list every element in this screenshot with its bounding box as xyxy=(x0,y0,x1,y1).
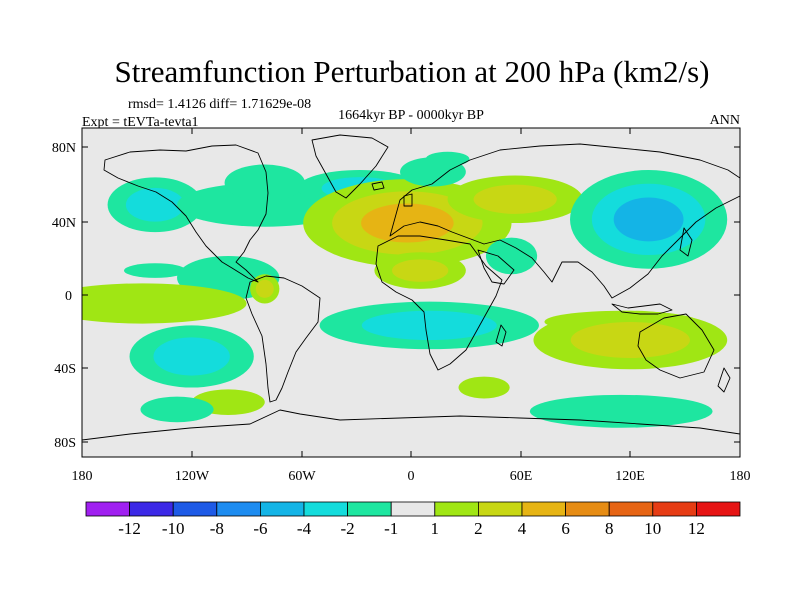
colorbar-box-4 xyxy=(259,501,305,517)
coastline-antarctica xyxy=(82,409,740,441)
colorbar-label-4: -4 xyxy=(297,519,312,538)
colorbar-label-9: 4 xyxy=(518,519,527,538)
anomaly-contour-11-level-1 xyxy=(255,279,274,298)
colorbar-box-13 xyxy=(652,501,697,517)
x-tick-label: 180 xyxy=(730,469,751,484)
anomaly-contour-2-level-0 xyxy=(224,164,305,202)
anomaly-contour-5-level-0 xyxy=(124,263,187,278)
anomaly-contour-16-level-1 xyxy=(361,310,497,341)
y-axis: 80N 40N 0 40S 80S xyxy=(52,141,740,451)
colorbar-label-6: -1 xyxy=(384,519,398,538)
contour-fills xyxy=(82,151,728,428)
x-axis: 180 120W 60W 0 60E 120E 180 xyxy=(72,128,751,484)
x-tick-label: 120E xyxy=(615,469,645,484)
coastline-south-america xyxy=(245,275,321,403)
anomaly-contour-15-level-0 xyxy=(485,237,538,275)
colorbar-box-11 xyxy=(565,501,610,517)
colorbar-box-9 xyxy=(477,501,523,517)
colorbar-label-11: 8 xyxy=(605,519,614,538)
season-label: ANN xyxy=(710,113,740,128)
colorbar-box-6 xyxy=(347,501,392,517)
anomaly-contour-8-level-1 xyxy=(473,184,557,214)
colorbar-label-13: 12 xyxy=(688,519,705,538)
x-tick-label: 120W xyxy=(175,469,210,484)
y-tick-label: 40S xyxy=(54,362,76,377)
x-tick-label: 0 xyxy=(408,469,415,484)
coastline-british-isles xyxy=(403,193,413,207)
colorbar-label-5: -2 xyxy=(341,519,355,538)
colorbar-box-1 xyxy=(129,501,174,517)
coastlines xyxy=(82,134,740,441)
anomaly-contour-19-level-0 xyxy=(458,376,510,399)
colorbar-label-2: -8 xyxy=(210,519,224,538)
anomaly-contour-14-level-2 xyxy=(613,197,684,242)
coastline-japan xyxy=(679,227,693,257)
colorbar-box-10 xyxy=(521,501,566,517)
anomaly-contour-7-level-2 xyxy=(361,203,454,243)
coastline-greenland xyxy=(311,134,389,199)
coastline-arabia xyxy=(477,249,515,285)
x-tick-label: 60W xyxy=(288,469,316,484)
coastline-indonesia xyxy=(611,303,673,315)
anomaly-contour-12-level-1 xyxy=(570,322,690,359)
x-tick-label: 60E xyxy=(510,469,533,484)
colorbar-label-1: -10 xyxy=(162,519,185,538)
coastline-australia xyxy=(637,313,715,379)
colorbar: -12 -10 -8 -6 -4 -2 -1 1 2 4 6 8 10 12 xyxy=(85,501,741,538)
coastline-north-america xyxy=(103,144,269,283)
map-panel xyxy=(81,127,741,458)
y-tick-label: 0 xyxy=(65,289,72,304)
y-tick-label: 80S xyxy=(54,436,76,451)
x-tick-label: 180 xyxy=(72,469,93,484)
period-label: 1664kyr BP - 0000kyr BP xyxy=(338,108,484,123)
colorbar-label-7: 1 xyxy=(431,519,440,538)
colorbar-box-2 xyxy=(172,501,218,517)
colorbar-labels: -12 -10 -8 -6 -4 -2 -1 1 2 4 6 8 10 12 xyxy=(118,519,705,538)
colorbar-boxes xyxy=(85,501,741,517)
y-tick-label: 40N xyxy=(52,216,76,231)
anomaly-contour-0-level-1 xyxy=(125,187,185,222)
coastline-iceland xyxy=(371,181,385,191)
anomaly-contour-21-level-0 xyxy=(400,157,466,187)
colorbar-box-8 xyxy=(434,501,479,517)
colorbar-box-3 xyxy=(216,501,261,517)
colorbar-label-10: 6 xyxy=(561,519,570,538)
colorbar-label-12: 10 xyxy=(644,519,661,538)
coastline-new-zealand xyxy=(717,367,731,393)
coastline-madagascar xyxy=(495,324,507,347)
experiment-label: Expt = tEVTa-tevta1 xyxy=(82,115,199,130)
anomaly-contour-9-level-0 xyxy=(82,283,247,324)
colorbar-label-8: 2 xyxy=(474,519,483,538)
coastline-africa xyxy=(375,235,503,371)
colorbar-box-7 xyxy=(390,501,436,517)
colorbar-box-12 xyxy=(608,501,654,517)
chart-title: Streamfunction Perturbation at 200 hPa (… xyxy=(115,54,710,89)
anomaly-contour-22-level-1 xyxy=(392,259,449,282)
colorbar-box-0 xyxy=(85,501,130,517)
stats-label: rmsd= 1.4126 diff= 1.71629e-08 xyxy=(128,97,311,112)
anomaly-contour-17-level-1 xyxy=(153,337,230,376)
coastline-eurasia xyxy=(389,143,740,299)
colorbar-label-3: -6 xyxy=(253,519,267,538)
colorbar-box-5 xyxy=(303,501,348,517)
colorbar-label-0: -12 xyxy=(118,519,141,538)
anomaly-contour-18-level-0 xyxy=(140,396,214,423)
y-tick-label: 80N xyxy=(52,141,76,156)
colorbar-box-14 xyxy=(696,501,741,517)
